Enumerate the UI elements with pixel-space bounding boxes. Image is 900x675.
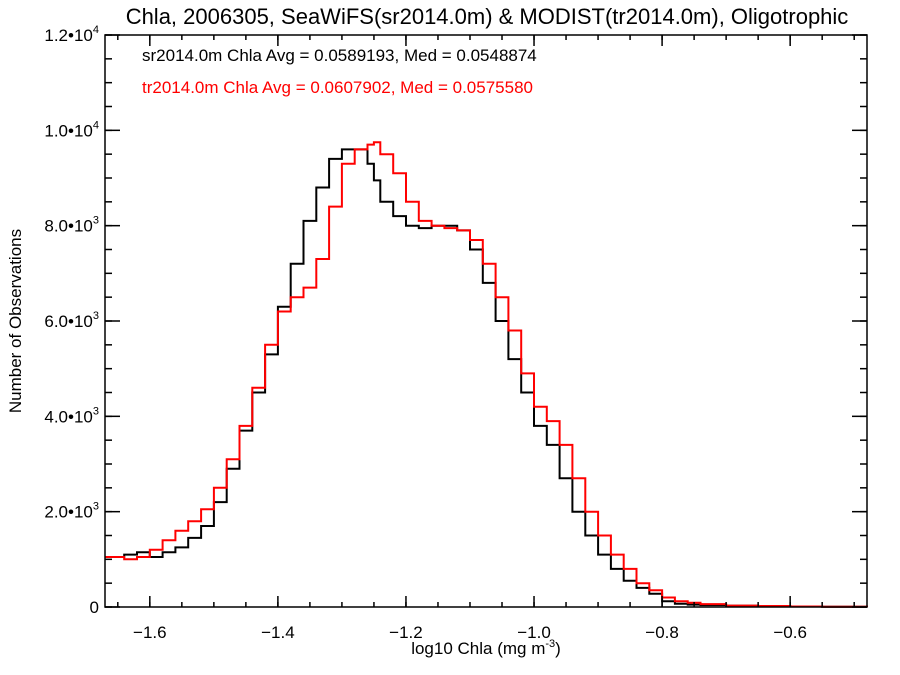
y-tick-label: 8.0•103	[44, 215, 99, 236]
x-tick-label: −0.6	[773, 623, 807, 642]
plot-frame	[104, 34, 868, 608]
series-line-0	[105, 148, 868, 608]
series-layer	[105, 141, 868, 608]
x-tick-label: −1.0	[517, 623, 551, 642]
x-tick-label: −0.8	[645, 623, 679, 642]
y-tick-label: 2.0•103	[44, 501, 99, 522]
annotation-tr2014: tr2014.0m Chla Avg = 0.0607902, Med = 0.…	[142, 78, 533, 97]
annotation-sr2014: sr2014.0m Chla Avg = 0.0589193, Med = 0.…	[142, 46, 537, 65]
y-tick-label: 4.0•103	[44, 405, 99, 426]
x-tick-label: −1.2	[389, 623, 423, 642]
chart-title: Chla, 2006305, SeaWiFS(sr2014.0m) & MODI…	[126, 4, 849, 29]
tick-layer: −1.6 −1.4 −1.2 −1.0 −0.8 −0.6 0 2.0•103 4.0•103 6…	[44, 24, 867, 642]
y-tick-label: 1.0•104	[44, 119, 99, 140]
x-tick-label: −1.4	[261, 623, 295, 642]
x-tick-label: −1.6	[133, 623, 167, 642]
y-tick-label: 6.0•103	[44, 310, 99, 331]
series-line-1	[105, 141, 868, 608]
x-axis-label: log10 Chla (mg m-3)	[411, 638, 561, 658]
y-axis-label: Number of Observations	[6, 229, 25, 413]
y-tick-label: 1.2•104	[44, 24, 99, 45]
y-tick-label: 0	[90, 598, 99, 617]
